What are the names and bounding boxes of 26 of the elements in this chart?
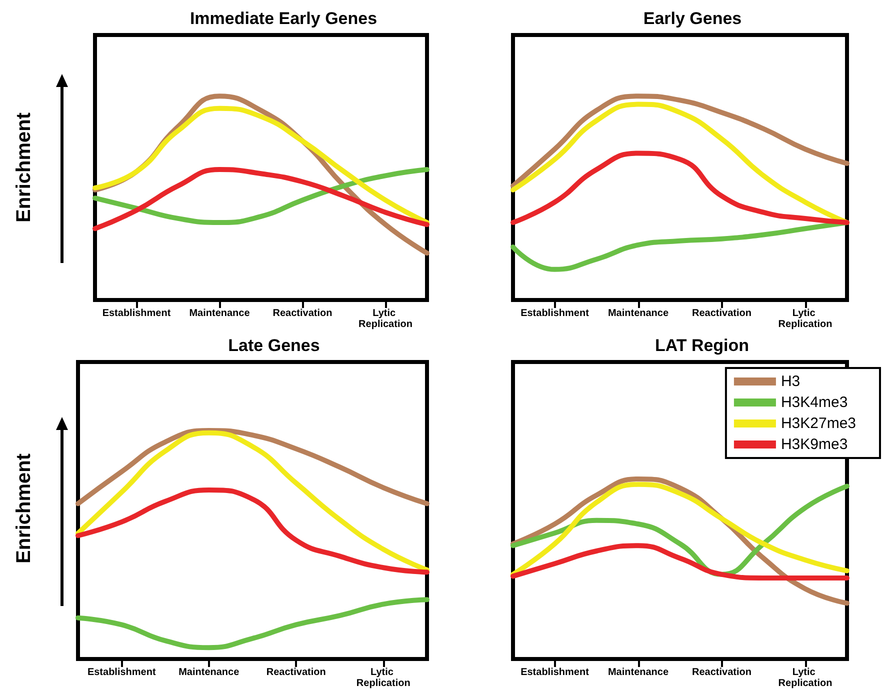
x-tick-label: Reactivation [266, 667, 326, 678]
x-tick-label: Lytic Replication [778, 308, 832, 330]
y-axis-title: Enrichment [13, 453, 35, 564]
x-tick-label: Establishment [87, 667, 156, 678]
y-axis-title: Enrichment [13, 112, 35, 223]
x-tick-label: Lytic Replication [778, 667, 832, 689]
x-tick-label: Lytic Replication [356, 667, 410, 689]
x-tick-label: Maintenance [189, 308, 250, 319]
chart-title: LAT Region [654, 336, 750, 355]
x-tick-label: Maintenance [178, 667, 240, 678]
legend-label: H3K4me3 [780, 394, 848, 411]
x-tick-label: Reactivation [692, 308, 752, 319]
legend-label: H3K27me3 [780, 415, 856, 432]
x-tick-label: Maintenance [608, 667, 669, 678]
x-tick-label: Establishment [102, 308, 172, 319]
legend-label: H3K9me3 [780, 436, 848, 453]
chart-title: Early Genes [643, 9, 742, 28]
x-tick-label: Lytic Replication [358, 308, 412, 330]
x-tick-label: Reactivation [272, 308, 332, 319]
x-tick-label: Establishment [520, 308, 590, 319]
chart-title: Immediate Early Genes [190, 9, 378, 28]
x-tick-label: Establishment [520, 667, 590, 678]
chart-title: Late Genes [228, 336, 320, 355]
legend-label: H3 [780, 373, 800, 390]
x-tick-label: Maintenance [608, 308, 669, 319]
x-tick-label: Reactivation [692, 667, 752, 678]
